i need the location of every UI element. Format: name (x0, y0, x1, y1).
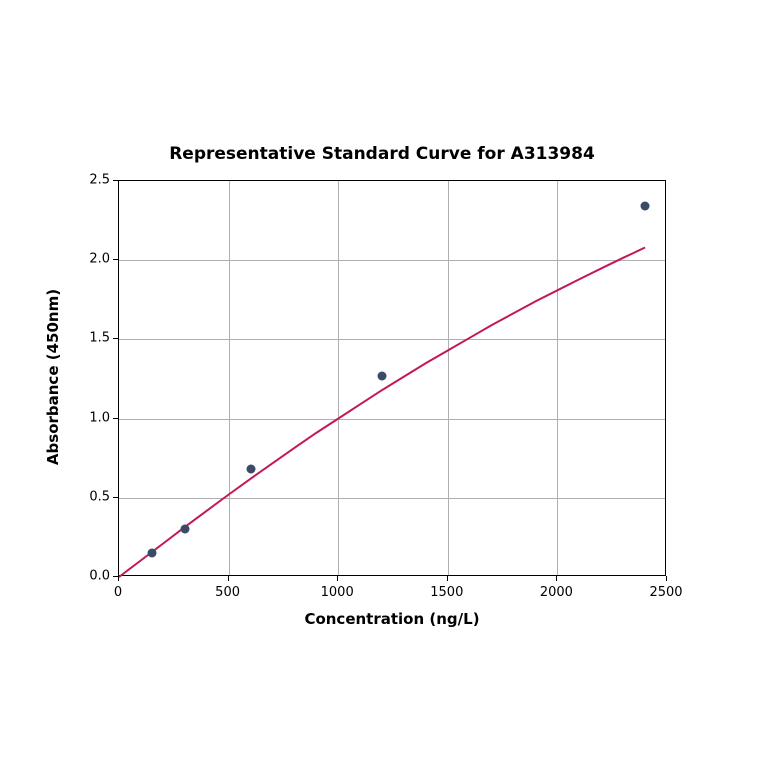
data-point (180, 525, 189, 534)
y-tick (113, 576, 118, 577)
curve-line (119, 181, 665, 575)
x-tick-label: 500 (215, 585, 240, 600)
x-axis-label: Concentration (ng/L) (118, 610, 666, 628)
x-tick-label: 1500 (430, 585, 463, 600)
y-tick (113, 180, 118, 181)
y-tick-label: 2.0 (84, 252, 110, 267)
plot-area (118, 180, 666, 576)
y-tick-label: 0.5 (84, 489, 110, 504)
y-tick-label: 1.5 (84, 331, 110, 346)
x-tick (337, 576, 338, 581)
x-tick (228, 576, 229, 581)
y-tick-label: 0.0 (84, 569, 110, 584)
data-point (246, 465, 255, 474)
x-tick-label: 2000 (540, 585, 573, 600)
y-axis-label: Absorbance (450nm) (44, 179, 62, 575)
data-point (641, 202, 650, 211)
x-tick-label: 1000 (321, 585, 354, 600)
x-tick (556, 576, 557, 581)
chart-title: Representative Standard Curve for A31398… (0, 144, 764, 164)
y-tick (113, 497, 118, 498)
x-tick (118, 576, 119, 581)
y-tick (113, 338, 118, 339)
y-tick-label: 1.0 (84, 410, 110, 425)
x-tick-label: 2500 (649, 585, 682, 600)
data-point (147, 549, 156, 558)
y-tick-label: 2.5 (84, 173, 110, 188)
x-tick (447, 576, 448, 581)
x-tick (666, 576, 667, 581)
y-tick (113, 259, 118, 260)
y-tick (113, 418, 118, 419)
data-point (378, 371, 387, 380)
x-tick-label: 0 (114, 585, 122, 600)
